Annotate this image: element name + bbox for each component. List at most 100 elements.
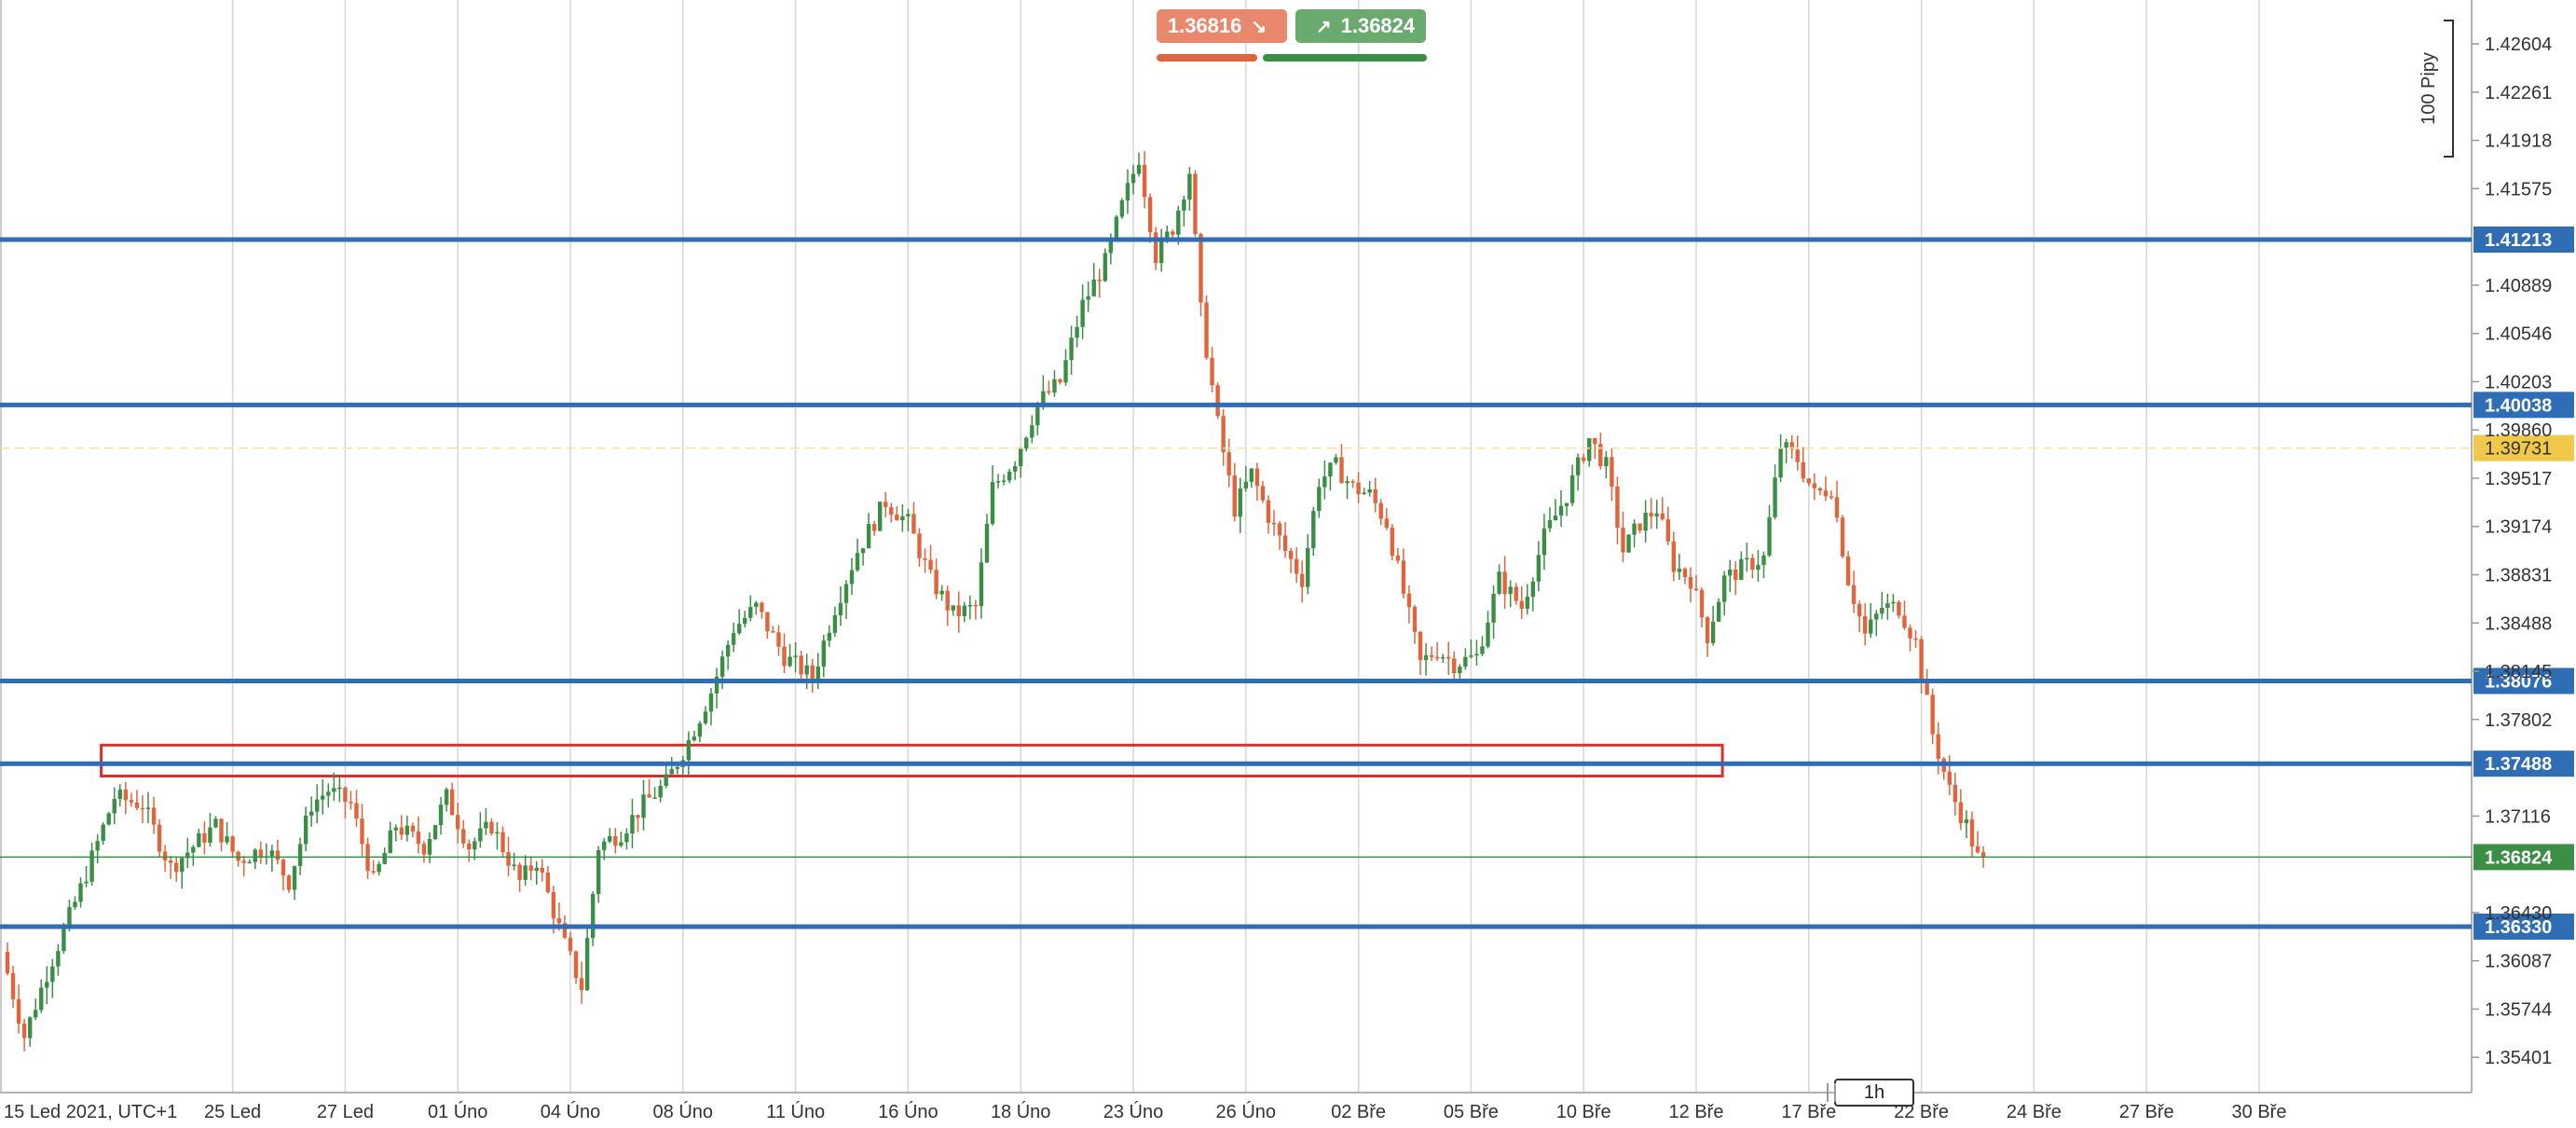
candle-body bbox=[906, 514, 911, 516]
candle-body bbox=[1761, 555, 1766, 566]
candle-body bbox=[1339, 457, 1344, 484]
candle-body bbox=[321, 795, 325, 800]
candle-body bbox=[1671, 541, 1677, 572]
candle-body bbox=[360, 818, 364, 845]
candle-body bbox=[1710, 621, 1716, 643]
candle-body bbox=[27, 1017, 33, 1039]
level-price-label: 1.41213 bbox=[2485, 230, 2552, 251]
candle-body bbox=[1182, 199, 1186, 211]
x-tick-label: 22 Bře bbox=[1894, 1102, 1949, 1122]
candle-body bbox=[917, 533, 922, 558]
candle-body bbox=[269, 850, 275, 857]
candle-body bbox=[827, 632, 832, 641]
candle-body bbox=[517, 864, 522, 880]
candle-body bbox=[1418, 631, 1423, 661]
x-tick-label: 16 Úno bbox=[878, 1101, 939, 1122]
level-price-tag bbox=[2473, 667, 2574, 695]
candle-body bbox=[1486, 622, 1490, 647]
buy-button[interactable]: ↗ 1.36824 bbox=[1295, 9, 1426, 43]
candle-body bbox=[967, 604, 973, 607]
x-tick-label: 25 Led bbox=[204, 1102, 261, 1122]
candle-body bbox=[815, 666, 820, 680]
candle-body bbox=[788, 656, 792, 667]
candle-body bbox=[34, 1010, 38, 1018]
candle-body bbox=[202, 832, 207, 843]
level-price-label: 1.36330 bbox=[2485, 917, 2552, 938]
candle-body bbox=[50, 966, 55, 983]
y-tick-label: 1.39517 bbox=[2485, 469, 2552, 489]
candle-body bbox=[1519, 600, 1524, 609]
candle-body bbox=[404, 825, 410, 835]
x-tick-label: 30 Bře bbox=[2232, 1102, 2287, 1122]
x-tick-label: 26 Úno bbox=[1216, 1101, 1277, 1122]
candle-body bbox=[236, 851, 240, 861]
candle-body bbox=[1930, 695, 1935, 735]
y-tick-label: 1.40546 bbox=[2485, 324, 2552, 345]
candle-body bbox=[1553, 516, 1558, 521]
candle-body bbox=[602, 841, 607, 850]
current-price-tag bbox=[2473, 844, 2574, 871]
candle-body bbox=[900, 516, 905, 521]
candle-body bbox=[281, 860, 286, 876]
y-tick-label: 1.38145 bbox=[2485, 662, 2552, 682]
candle-body bbox=[473, 841, 477, 850]
candle-body bbox=[636, 815, 640, 818]
candle-body bbox=[1891, 601, 1896, 604]
candle-body bbox=[1530, 581, 1536, 598]
x-tick-label: 04 Úno bbox=[541, 1101, 601, 1122]
candle-body bbox=[1643, 513, 1648, 531]
x-tick-label: 27 Led bbox=[317, 1102, 374, 1122]
range-label: 100 Pipy bbox=[2418, 52, 2439, 125]
candle-body bbox=[1306, 548, 1310, 587]
candle-body bbox=[1423, 654, 1429, 661]
candle-body bbox=[534, 867, 539, 872]
candle-body bbox=[416, 831, 421, 845]
candle-body bbox=[208, 827, 212, 843]
candle-body bbox=[1598, 444, 1603, 466]
candle-body bbox=[1817, 488, 1823, 491]
sell-button[interactable]: 1.36816 ↘ bbox=[1157, 9, 1287, 43]
buy-spread-bar bbox=[1263, 54, 1427, 62]
candle-body bbox=[1806, 478, 1811, 484]
candle-body bbox=[1345, 481, 1350, 484]
candle-body bbox=[1474, 653, 1479, 656]
y-tick-label: 1.41575 bbox=[2485, 179, 2552, 199]
candle-body bbox=[1767, 516, 1772, 556]
candle-body bbox=[1840, 517, 1845, 557]
candle-body bbox=[1693, 588, 1699, 591]
candle-body bbox=[1654, 513, 1659, 516]
candle-body bbox=[1091, 279, 1096, 296]
candle-body bbox=[180, 858, 185, 873]
y-tick-label: 1.37116 bbox=[2485, 806, 2551, 827]
candle-body bbox=[168, 860, 173, 863]
level-price-tag bbox=[2473, 913, 2574, 940]
candle-body bbox=[1243, 481, 1248, 489]
candle-body bbox=[1463, 656, 1468, 667]
candle-body bbox=[1232, 475, 1237, 517]
y-tick-label: 1.38831 bbox=[2485, 566, 2552, 586]
candle-body bbox=[855, 553, 860, 571]
candle-body bbox=[1789, 442, 1794, 450]
candle-body bbox=[1114, 216, 1119, 239]
candle-body bbox=[725, 644, 731, 657]
candle-body bbox=[1052, 378, 1057, 393]
candle-body bbox=[884, 502, 888, 507]
grid bbox=[0, 0, 2473, 1094]
candle-body bbox=[731, 633, 736, 645]
candle-body bbox=[714, 676, 719, 694]
candle-body bbox=[62, 927, 66, 952]
candle-body bbox=[1165, 231, 1170, 239]
candle-body bbox=[1384, 518, 1389, 528]
candle-body bbox=[1564, 502, 1569, 506]
candle-body bbox=[286, 875, 292, 890]
candle-body bbox=[213, 818, 218, 828]
candle-body bbox=[1086, 296, 1090, 300]
horizontal-levels[interactable]: 1.41213 1.40038 1.38076 1.37488 1.36330 1.397… bbox=[0, 226, 2574, 940]
candle-body bbox=[1795, 449, 1800, 462]
timeframe-selector[interactable]: 1h bbox=[1827, 1079, 1914, 1107]
support-resistance-zone[interactable] bbox=[100, 743, 1724, 777]
candle-body bbox=[1874, 613, 1879, 620]
candle-body bbox=[1047, 391, 1051, 393]
candle-body bbox=[1750, 557, 1755, 571]
